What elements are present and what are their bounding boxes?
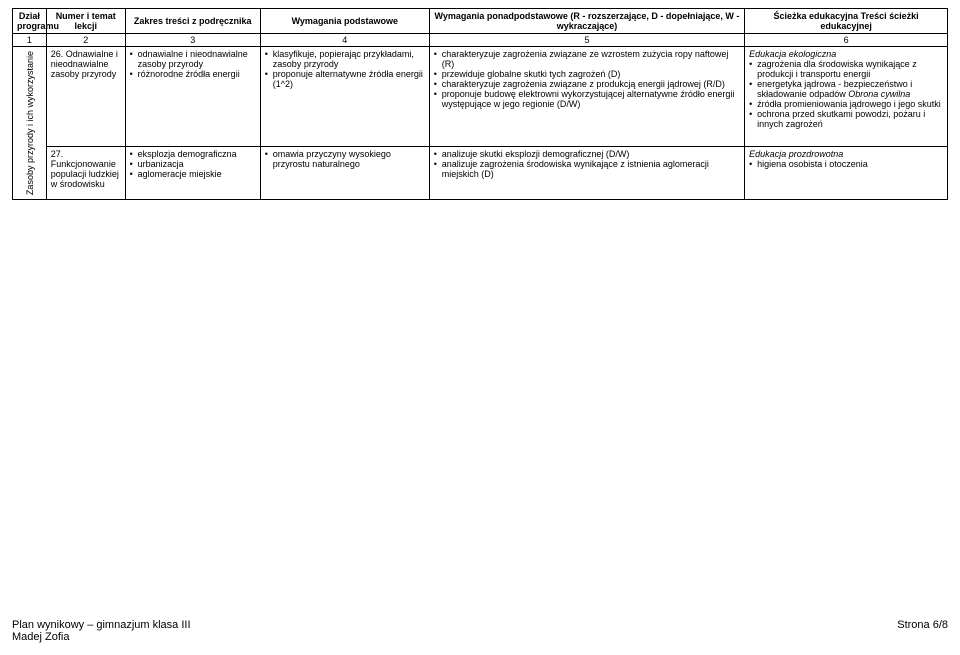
list-item: urbanizacja [130, 159, 256, 169]
list-item: charakteryzuje zagrożenia związane ze wz… [434, 49, 740, 69]
sciezka-title: Edukacja ekologiczna [749, 49, 943, 59]
sciezka-title: Edukacja prozdrowotna [749, 149, 943, 159]
numer-cell: 26. Odnawialne i nieodnawialne zasoby pr… [46, 47, 125, 147]
list-item: proponuje budowę elektrowni wykorzystują… [434, 89, 740, 109]
colnum-2: 2 [46, 34, 125, 47]
list-item: analizuje skutki eksplozji demograficzne… [434, 149, 740, 159]
numer-cell: 27. Funkcjonowanie populacji ludzkiej w … [46, 147, 125, 200]
sciezka-cell: Edukacja prozdrowotnahigiena osobista i … [745, 147, 948, 200]
colnum-5: 5 [429, 34, 744, 47]
list-item: przewiduje globalne skutki tych zagrożeń… [434, 69, 740, 79]
podstawowe-cell: omawia przyczyny wysokiego przyrostu nat… [260, 147, 429, 200]
list-item: charakteryzuje zagrożenia związane z pro… [434, 79, 740, 89]
list-item: źródła promieniowania jądrowego i jego s… [749, 99, 943, 109]
header-zakres: Zakres treści z podręcznika [125, 9, 260, 34]
list-item: odnawialne i nieodnawialne zasoby przyro… [130, 49, 256, 69]
list-item: analizuje zagrożenia środowiska wynikają… [434, 159, 740, 179]
list-item: zagrożenia dla środowiska wynikające z p… [749, 59, 943, 79]
zakres-cell: eksplozja demograficznaurbanizacjaaglome… [125, 147, 260, 200]
dzial-cell: Zasoby przyrody i ich wykorzystanie [13, 47, 47, 200]
header-sciezka: Ścieżka edukacyjna Treści ścieżki edukac… [745, 9, 948, 34]
list-item: omawia przyczyny wysokiego przyrostu nat… [265, 149, 425, 169]
table-row: 27. Funkcjonowanie populacji ludzkiej w … [13, 147, 948, 200]
curriculum-table: Dział programu Numer i temat lekcji Zakr… [12, 8, 948, 200]
list-item: klasyfikuje, popierając przykładami, zas… [265, 49, 425, 69]
list-item: proponuje alternatywne źródła energii (1… [265, 69, 425, 89]
footer-page: Strona 6/8 [897, 619, 948, 643]
list-item: eksplozja demograficzna [130, 149, 256, 159]
table-row: Zasoby przyrody i ich wykorzystanie26. O… [13, 47, 948, 147]
colnum-1: 1 [13, 34, 47, 47]
footer-title: Plan wynikowy – gimnazjum klasa III [12, 619, 191, 631]
list-item: energetyka jądrowa - bezpieczeństwo i sk… [749, 79, 943, 99]
header-dzial: Dział programu [13, 9, 47, 34]
colnum-4: 4 [260, 34, 429, 47]
podstawowe-cell: klasyfikuje, popierając przykładami, zas… [260, 47, 429, 147]
ponadpodstawowe-cell: analizuje skutki eksplozji demograficzne… [429, 147, 744, 200]
list-item: aglomeracje miejskie [130, 169, 256, 179]
page-footer: Plan wynikowy – gimnazjum klasa III Made… [12, 619, 948, 643]
sciezka-cell: Edukacja ekologicznazagrożenia dla środo… [745, 47, 948, 147]
ponadpodstawowe-cell: charakteryzuje zagrożenia związane ze wz… [429, 47, 744, 147]
footer-author: Madej Zofia [12, 631, 191, 643]
header-row: Dział programu Numer i temat lekcji Zakr… [13, 9, 948, 34]
header-podstawowe: Wymagania podstawowe [260, 9, 429, 34]
header-ponadpodstawowe: Wymagania ponadpodstawowe (R - rozszerza… [429, 9, 744, 34]
number-row: 1 2 3 4 5 6 [13, 34, 948, 47]
colnum-3: 3 [125, 34, 260, 47]
list-item: higiena osobista i otoczenia [749, 159, 943, 169]
colnum-6: 6 [745, 34, 948, 47]
list-item: ochrona przed skutkami powodzi, pożaru i… [749, 109, 943, 129]
list-item: różnorodne źródła energii [130, 69, 256, 79]
zakres-cell: odnawialne i nieodnawialne zasoby przyro… [125, 47, 260, 147]
